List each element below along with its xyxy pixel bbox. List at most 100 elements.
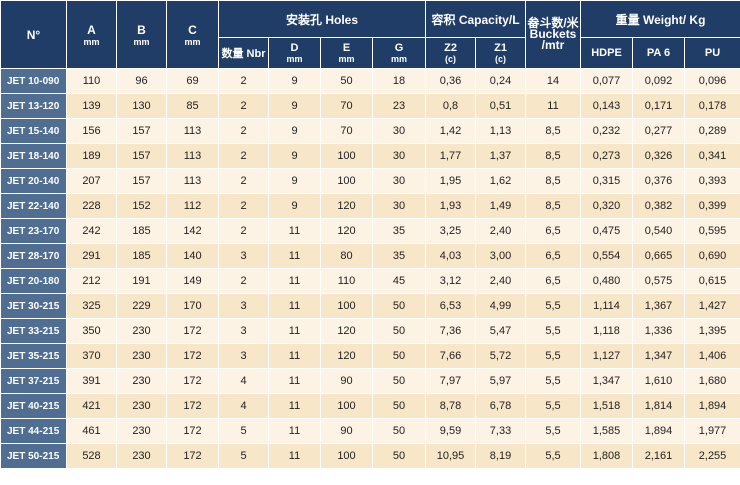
cell-pu: 0,341	[684, 143, 740, 169]
header-z2-note: (c)	[445, 54, 457, 64]
cell-pu: 1,406	[684, 343, 740, 369]
cell-g: 35	[371, 243, 427, 269]
cell-pa6: 1,894	[632, 418, 686, 444]
cell-buckets: 5,5	[525, 368, 582, 394]
cell-c: 172	[166, 418, 219, 444]
cell-z2: 4,03	[425, 243, 477, 269]
cell-d: 9	[268, 168, 321, 194]
cell-d: 11	[268, 343, 321, 369]
cell-z2: 6,53	[425, 293, 477, 319]
cell-z1: 5,72	[475, 343, 527, 369]
cell-d: 11	[268, 418, 321, 444]
cell-d: 11	[268, 318, 321, 344]
cell-a: 461	[66, 418, 117, 444]
cell-c: 113	[166, 168, 219, 194]
cell-pa6: 0,575	[632, 268, 686, 294]
table-row: JET 40-215 421 230 172 4 11 100 50 8,78 …	[0, 393, 740, 419]
header-b-unit: mm	[133, 36, 150, 47]
cell-nbr: 3	[218, 318, 269, 344]
cell-model: JET 20-180	[0, 268, 67, 294]
cell-g: 50	[371, 318, 427, 344]
cell-buckets: 6,5	[525, 243, 582, 269]
header-hdpe: HDPE	[580, 37, 634, 69]
cell-e: 110	[320, 268, 373, 294]
cell-a: 139	[66, 93, 117, 119]
cell-hdpe: 1,347	[580, 368, 634, 394]
cell-model: JET 20-140	[0, 168, 67, 194]
header-holes: 安装孔 Holes	[217, 0, 427, 38]
header-pu: PU	[684, 37, 740, 69]
cell-z2: 1,77	[425, 143, 477, 169]
header-a-unit: mm	[83, 36, 100, 47]
cell-d: 11	[268, 393, 321, 419]
header-b-label: B	[137, 22, 146, 37]
header-weight: 重量 Weight/ Kg	[580, 0, 740, 38]
cell-a: 189	[66, 143, 117, 169]
header-z1-label: Z1	[494, 42, 507, 54]
cell-buckets: 6,5	[525, 268, 582, 294]
cell-z2: 7,36	[425, 318, 477, 344]
cell-pu: 1,894	[684, 393, 740, 419]
header-d-unit: mm	[286, 54, 303, 64]
cell-e: 100	[320, 143, 373, 169]
cell-z2: 8,78	[425, 393, 477, 419]
cell-z2: 0,36	[425, 68, 477, 94]
cell-b: 230	[116, 393, 167, 419]
cell-nbr: 3	[218, 293, 269, 319]
cell-nbr: 2	[218, 193, 269, 219]
table-row: JET 44-215 461 230 172 5 11 90 50 9,59 7…	[0, 418, 740, 444]
cell-nbr: 3	[218, 243, 269, 269]
cell-d: 9	[268, 118, 321, 144]
cell-a: 350	[66, 318, 117, 344]
cell-model: JET 13-120	[0, 93, 67, 119]
cell-z1: 0,51	[475, 93, 527, 119]
cell-pa6: 2,161	[632, 443, 686, 469]
cell-b: 230	[116, 343, 167, 369]
table-row: JET 13-120 139 130 85 2 9 70 23 0,8 0,51…	[0, 93, 740, 119]
cell-buckets: 5,5	[525, 418, 582, 444]
cell-z1: 7,33	[475, 418, 527, 444]
cell-pu: 0,690	[684, 243, 740, 269]
header-e-unit: mm	[338, 54, 355, 64]
cell-e: 120	[320, 343, 373, 369]
cell-g: 35	[371, 218, 427, 244]
header-z1-note: (c)	[495, 54, 507, 64]
cell-b: 157	[116, 118, 167, 144]
cell-hdpe: 1,118	[580, 318, 634, 344]
cell-pa6: 1,610	[632, 368, 686, 394]
cell-e: 90	[320, 418, 373, 444]
cell-g: 50	[371, 418, 427, 444]
cell-buckets: 6,5	[525, 218, 582, 244]
cell-pa6: 1,347	[632, 343, 686, 369]
header-z2: Z2 (c)	[425, 37, 477, 69]
table-row: JET 30-215 325 229 170 3 11 100 50 6,53 …	[0, 293, 740, 319]
cell-e: 100	[320, 168, 373, 194]
cell-d: 9	[268, 193, 321, 219]
cell-pu: 0,289	[684, 118, 740, 144]
cell-d: 11	[268, 293, 321, 319]
cell-b: 157	[116, 143, 167, 169]
cell-nbr: 5	[218, 443, 269, 469]
cell-z1: 4,99	[475, 293, 527, 319]
cell-hdpe: 0,475	[580, 218, 634, 244]
cell-b: 230	[116, 368, 167, 394]
cell-pu: 0,096	[684, 68, 740, 94]
cell-b: 230	[116, 418, 167, 444]
cell-a: 228	[66, 193, 117, 219]
cell-pa6: 0,376	[632, 168, 686, 194]
cell-pa6: 0,540	[632, 218, 686, 244]
cell-nbr: 2	[218, 168, 269, 194]
header-nbr: 数量 Nbr	[218, 37, 269, 69]
cell-pu: 1,427	[684, 293, 740, 319]
cell-z2: 7,66	[425, 343, 477, 369]
cell-pa6: 0,092	[632, 68, 686, 94]
cell-z2: 1,42	[425, 118, 477, 144]
cell-z1: 3,00	[475, 243, 527, 269]
cell-c: 149	[166, 268, 219, 294]
cell-g: 30	[371, 193, 427, 219]
header-pa6: PA 6	[632, 37, 686, 69]
cell-c: 140	[166, 243, 219, 269]
